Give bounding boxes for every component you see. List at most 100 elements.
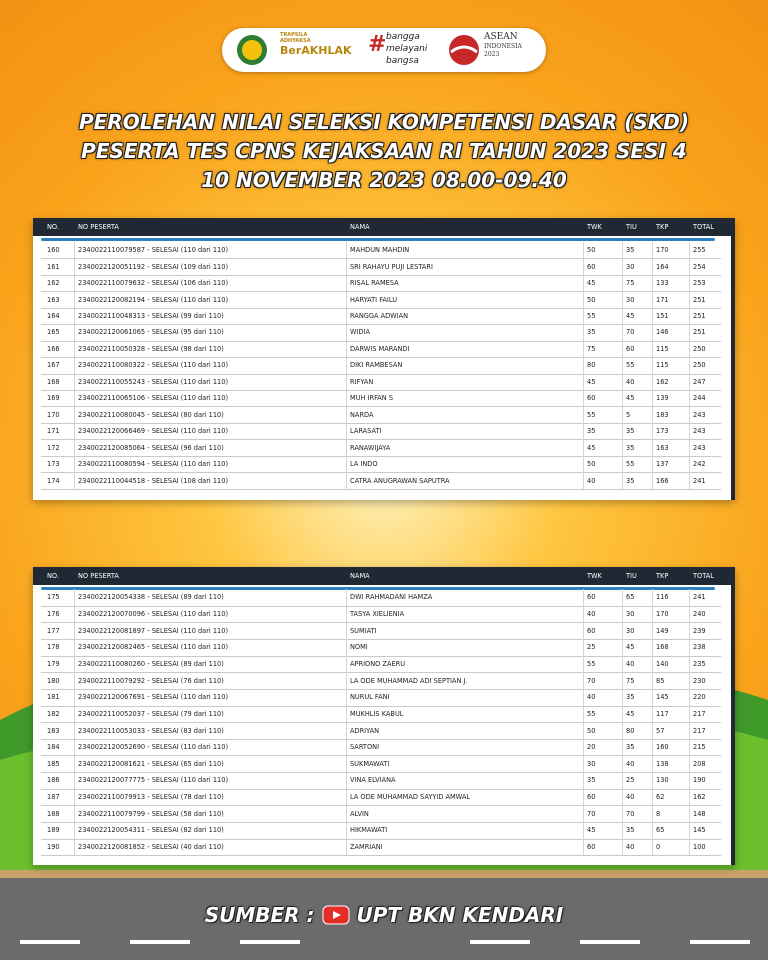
table-row: 187 2340022110079913 - SELESAI (78 dari 1… <box>41 788 721 807</box>
column-rule <box>346 772 347 789</box>
column-rule <box>346 738 347 756</box>
column-rule <box>652 605 653 623</box>
table-cell: 35 <box>626 443 635 452</box>
table-row: 171 2340022120066469 - SELESAI (110 dari … <box>41 422 721 441</box>
table-cell: SUKMAWATI <box>350 759 390 768</box>
column-rule <box>346 390 347 407</box>
table-cell: 50 <box>587 726 596 735</box>
table-cell: 45 <box>587 377 596 386</box>
table-cell: 242 <box>693 460 706 469</box>
column-header: NO PESERTA <box>78 572 119 580</box>
column-rule <box>583 390 584 407</box>
column-rule <box>689 406 690 423</box>
column-rule <box>652 738 653 756</box>
column-rule <box>346 258 347 275</box>
column-rule <box>622 772 623 789</box>
table-cell: 70 <box>587 809 596 818</box>
table-cell: VINA ELVIANA <box>350 776 396 785</box>
table-row: 168 2340022110055243 - SELESAI (110 dari … <box>41 373 721 392</box>
column-header: TKP <box>656 572 669 580</box>
table-cell: 60 <box>587 843 596 852</box>
column-rule <box>346 439 347 456</box>
column-rule <box>583 242 584 259</box>
column-rule <box>583 455 584 473</box>
column-rule <box>622 589 623 606</box>
column-rule <box>652 788 653 806</box>
column-rule <box>689 672 690 689</box>
table-cell: 146 <box>656 328 669 337</box>
column-rule <box>583 439 584 456</box>
table-cell: 185 <box>47 759 60 768</box>
column-rule <box>622 340 623 358</box>
table-cell: DIKI RAMBESAN <box>350 361 403 370</box>
table-cell: 230 <box>693 676 706 685</box>
column-rule <box>74 307 75 325</box>
column-rule <box>622 622 623 639</box>
table-cell: 75 <box>587 344 596 353</box>
table-cell: 183 <box>656 410 669 419</box>
column-rule <box>622 655 623 673</box>
table-cell: 2340022110052037 - SELESAI (79 dari 110) <box>78 709 224 718</box>
column-rule <box>622 722 623 739</box>
column-rule <box>346 324 347 341</box>
column-rule <box>583 838 584 856</box>
table-cell: 35 <box>626 826 635 835</box>
table-cell: 130 <box>656 776 669 785</box>
table-cell: 55 <box>626 460 635 469</box>
column-header: TKP <box>656 223 669 231</box>
table-cell: 175 <box>47 593 60 602</box>
table-cell: RISAL RAMESA <box>350 279 399 288</box>
table-cell: RANAWIJAYA <box>350 443 391 452</box>
table-cell: 75 <box>626 676 635 685</box>
asean-logo <box>449 35 479 65</box>
column-rule <box>622 638 623 656</box>
table-cell: LA INDO <box>350 460 378 469</box>
table-cell: MUKHLIS KABUL <box>350 709 404 718</box>
table-cell: HIKMAWATI <box>350 826 388 835</box>
column-rule <box>689 274 690 292</box>
column-rule <box>652 589 653 606</box>
column-rule <box>583 822 584 839</box>
table-cell: 137 <box>656 460 669 469</box>
table-cell: DWI RAHMADANI HAMZA <box>350 593 433 602</box>
column-rule <box>622 455 623 473</box>
column-rule <box>622 390 623 407</box>
column-header: NO. <box>47 223 59 231</box>
column-rule <box>622 755 623 773</box>
column-rule <box>583 307 584 325</box>
source-channel: UPT BKN KENDARI <box>356 903 564 927</box>
table-cell: 190 <box>47 843 60 852</box>
table-cell: 5 <box>626 410 631 419</box>
column-rule <box>74 390 75 407</box>
table-cell: 2340022110080260 - SELESAI (89 dari 110) <box>78 659 224 668</box>
column-rule <box>74 638 75 656</box>
column-rule <box>74 373 75 391</box>
table-cell: 2340022110079292 - SELESAI (76 dari 110) <box>78 676 224 685</box>
column-rule <box>689 340 690 358</box>
table-cell: 133 <box>656 279 669 288</box>
column-rule <box>652 357 653 374</box>
table-cell: 162 <box>47 279 60 288</box>
badge-line: ADHYAKSA <box>280 38 311 44</box>
table-cell: 177 <box>47 626 60 635</box>
brand: BerAKHLAK <box>280 44 352 57</box>
table-cell: 60 <box>587 394 596 403</box>
table-cell: 35 <box>626 476 635 485</box>
table-cell: 148 <box>693 809 706 818</box>
table-cell: CATRA ANUGRAWAN SAPUTRA <box>350 476 450 485</box>
table-cell: 172 <box>47 443 60 452</box>
table-cell: 166 <box>47 344 60 353</box>
column-rule <box>74 605 75 623</box>
table-cell: 163 <box>47 295 60 304</box>
badge-line: TRAPSILA <box>280 32 308 38</box>
table-cell: 138 <box>656 759 669 768</box>
column-rule <box>74 688 75 706</box>
table-cell: 65 <box>626 593 635 602</box>
table-cell: 2340022120054338 - SELESAI (89 dari 110) <box>78 593 224 602</box>
table-cell: 35 <box>626 743 635 752</box>
column-rule <box>652 291 653 308</box>
table-cell: 55 <box>587 659 596 668</box>
table-cell: 220 <box>693 693 706 702</box>
column-rule <box>652 638 653 656</box>
table-cell: 117 <box>656 709 669 718</box>
